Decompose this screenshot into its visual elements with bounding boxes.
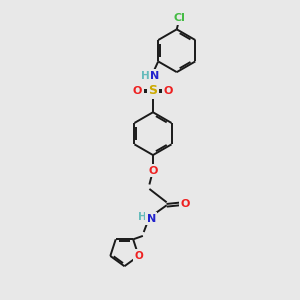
Text: H: H: [139, 212, 147, 222]
Text: H: H: [141, 71, 149, 81]
Text: O: O: [134, 251, 143, 261]
Text: S: S: [148, 84, 158, 98]
Text: N: N: [147, 214, 156, 224]
Text: O: O: [164, 86, 173, 96]
Text: O: O: [133, 86, 142, 96]
Text: N: N: [150, 71, 160, 81]
Text: Cl: Cl: [174, 13, 186, 23]
Text: O: O: [148, 166, 158, 176]
Text: O: O: [180, 199, 190, 209]
